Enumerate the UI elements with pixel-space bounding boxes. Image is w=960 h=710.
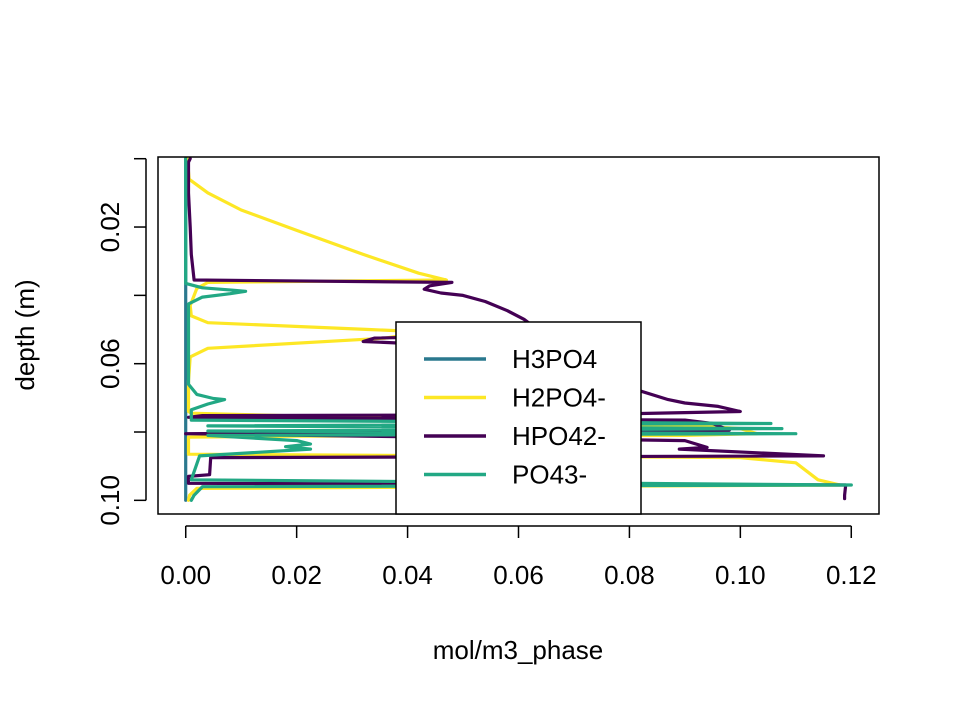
legend-box bbox=[395, 321, 642, 515]
x-axis-label: mol/m3_phase bbox=[433, 635, 604, 665]
x-tick-label: 0.04 bbox=[382, 560, 433, 590]
legend-label: HPO42- bbox=[512, 421, 606, 451]
y-tick-label: 0.02 bbox=[95, 202, 125, 253]
legend-label: H2PO4- bbox=[512, 383, 606, 413]
x-tick-label: 0.12 bbox=[826, 560, 877, 590]
x-axis: 0.00 0.02 0.04 0.06 0.08 0.10 0.12 bbox=[160, 525, 877, 590]
x-tick-label: 0.08 bbox=[604, 560, 655, 590]
x-tick-label: 0.10 bbox=[715, 560, 766, 590]
x-tick-label: 0.06 bbox=[493, 560, 544, 590]
y-axis-label: depth (m) bbox=[10, 279, 40, 390]
legend: H3PO4 H2PO4- HPO42- PO43- bbox=[395, 321, 642, 515]
legend-label: PO43- bbox=[512, 460, 587, 490]
y-tick-label: 0.10 bbox=[95, 475, 125, 526]
y-axis: 0.02 0.06 0.10 bbox=[95, 157, 147, 526]
x-tick-label: 0.00 bbox=[160, 560, 211, 590]
legend-label: H3PO4 bbox=[512, 344, 597, 374]
y-tick-label: 0.06 bbox=[95, 338, 125, 389]
x-tick-label: 0.02 bbox=[271, 560, 322, 590]
